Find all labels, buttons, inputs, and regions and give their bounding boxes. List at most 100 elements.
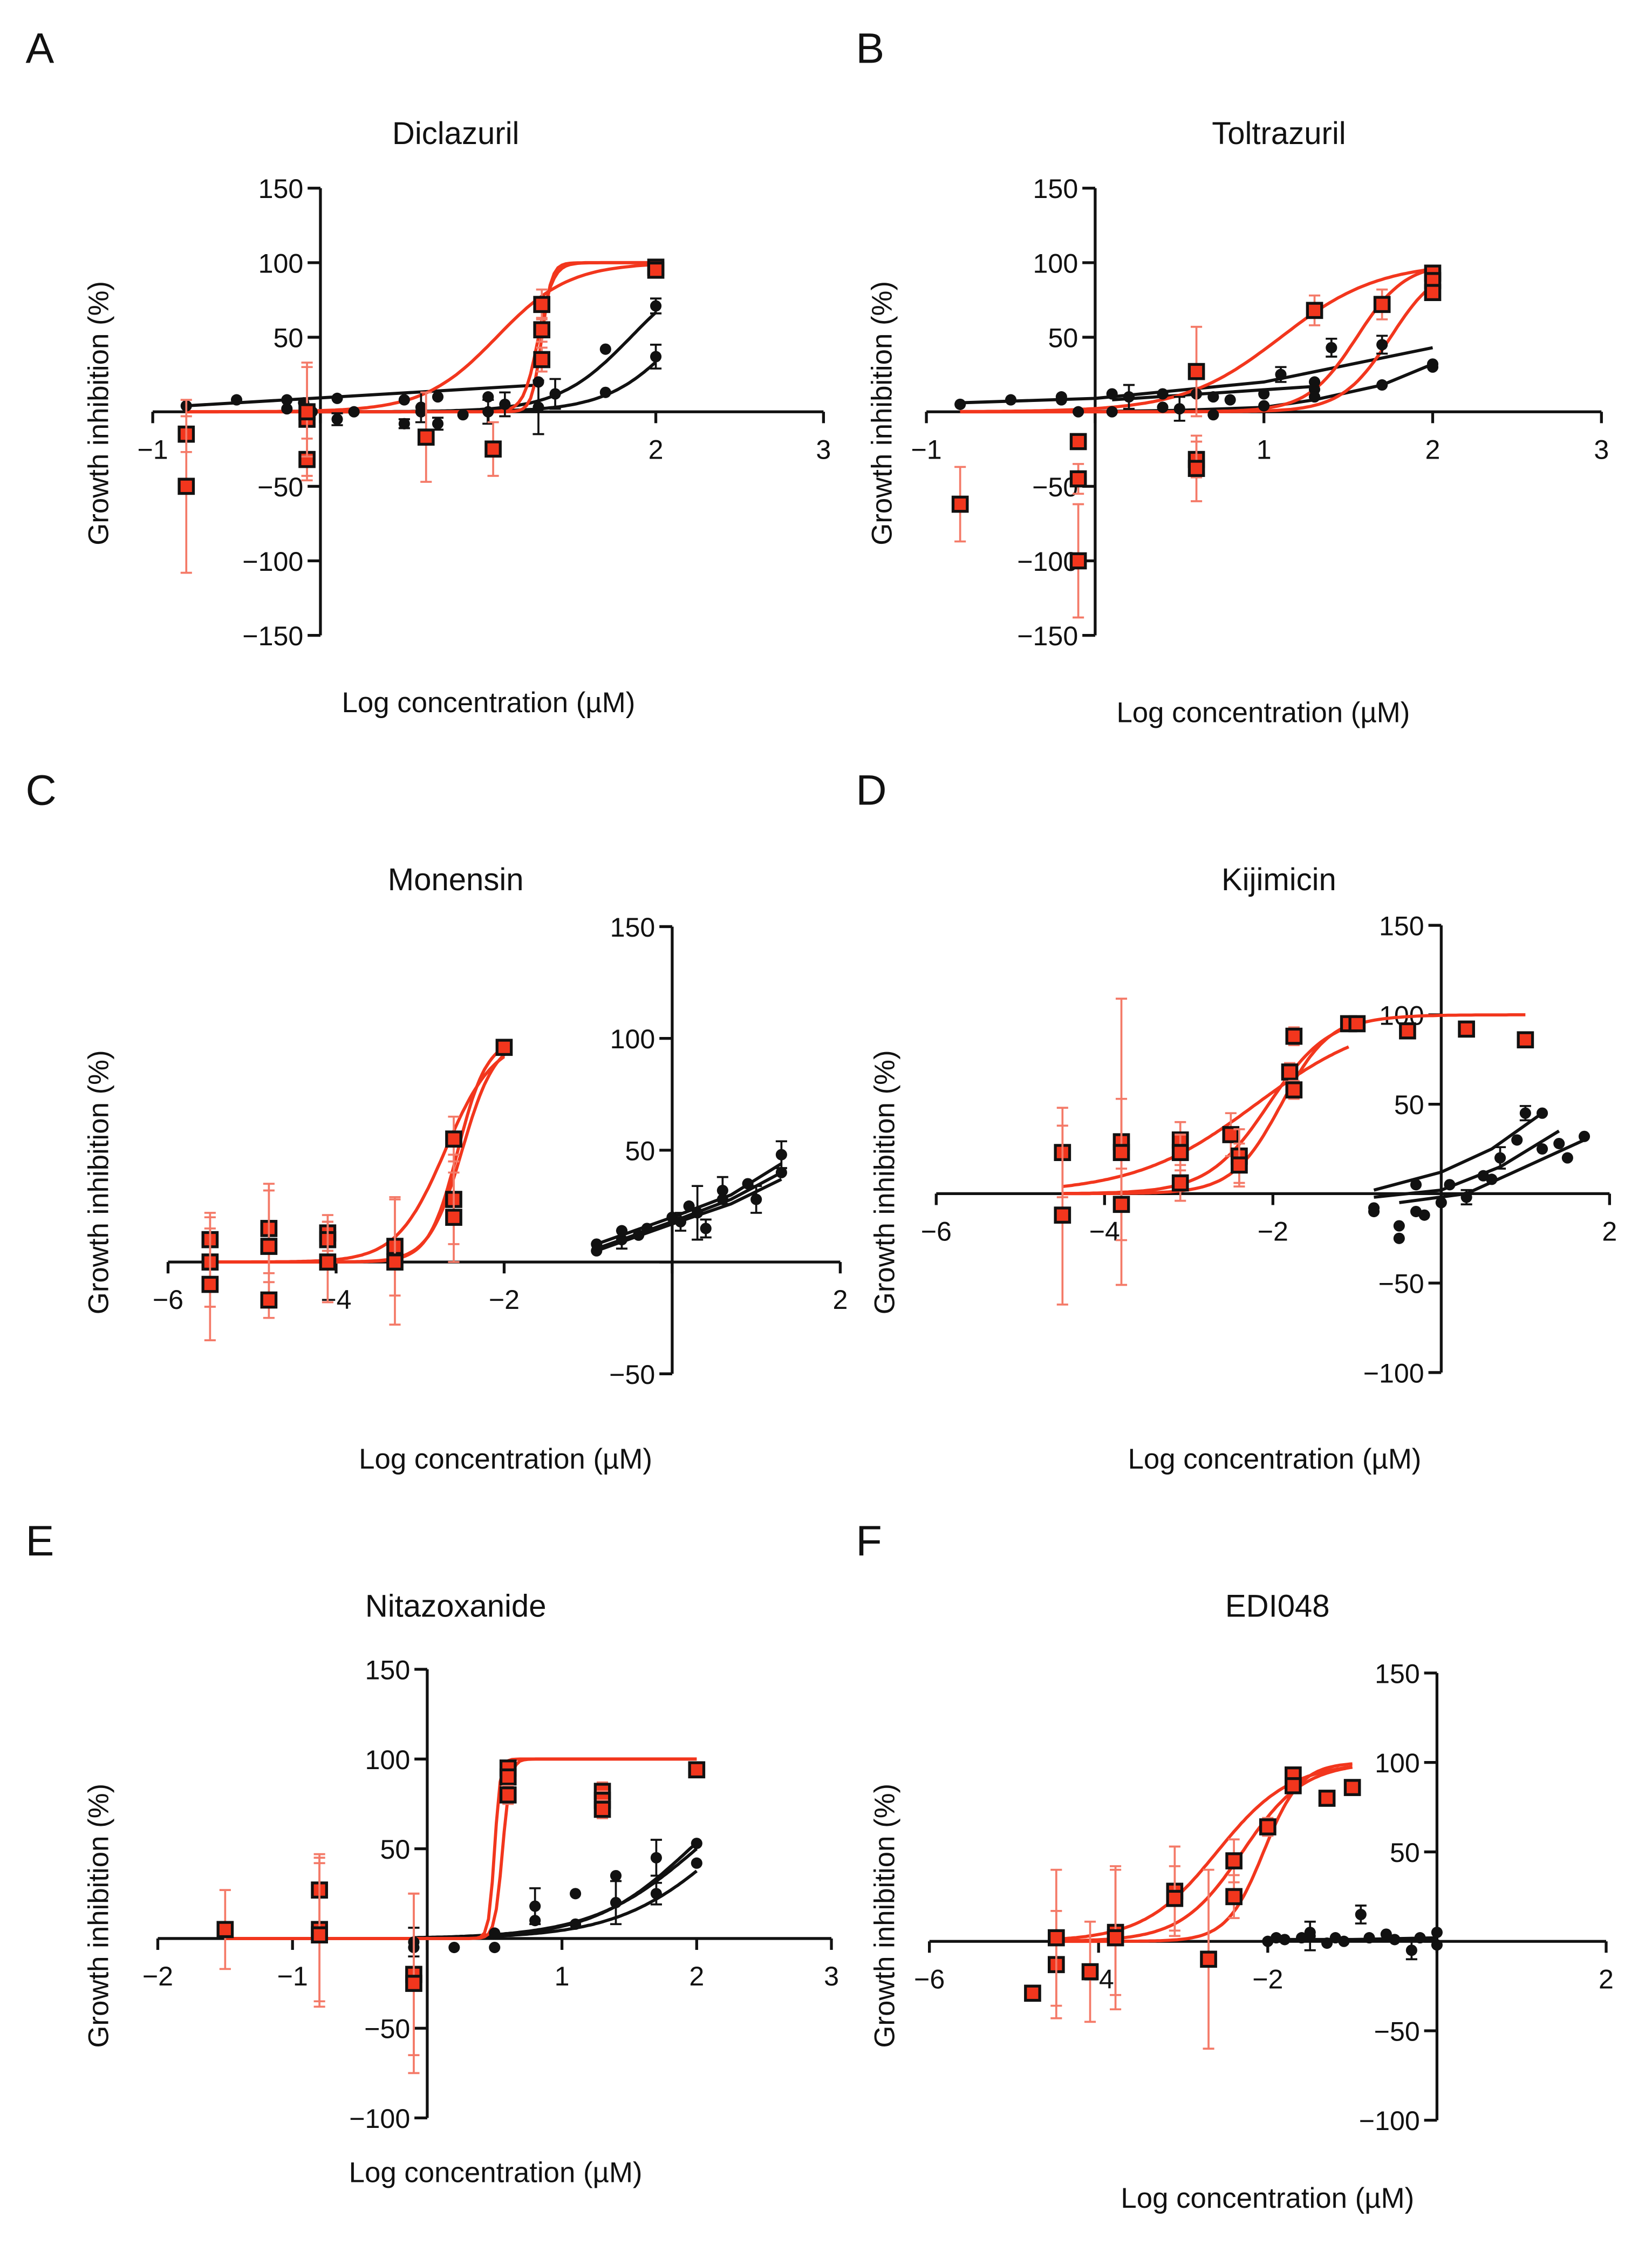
y-axis-label: Growth inhibition (%) — [83, 281, 115, 545]
black-data-point — [1106, 388, 1118, 400]
red-data-point — [260, 1291, 278, 1309]
x-tick-label: −1 — [277, 1961, 308, 1991]
x-tick-label: 2 — [689, 1961, 704, 1991]
black-data-point — [1321, 1937, 1333, 1949]
black-data-point — [432, 418, 444, 429]
red-data-point — [201, 1275, 219, 1293]
red-data-point — [1458, 1020, 1475, 1038]
red-data-point — [405, 1975, 422, 1992]
black-data-point — [666, 1211, 678, 1223]
black-data-point — [716, 1184, 728, 1197]
x-tick-label: −6 — [921, 1216, 952, 1246]
black-data-point — [1553, 1137, 1565, 1150]
panel-a: A Diclazuril Log concentration (µM) Growth … — [26, 24, 831, 719]
black-fit-curve — [960, 346, 1433, 405]
black-data-point — [1431, 1927, 1443, 1939]
black-data-point — [700, 1223, 712, 1234]
black-data-point — [1519, 1107, 1531, 1119]
y-axis-label: Growth inhibition (%) — [866, 281, 898, 545]
black-data-point — [398, 418, 410, 429]
y-tick-label: 150 — [1033, 174, 1078, 204]
y-tick-label: −150 — [1017, 621, 1078, 651]
x-tick-label: −6 — [914, 1964, 945, 1994]
y-tick-label: −100 — [1017, 547, 1078, 577]
red-data-point — [1187, 363, 1205, 380]
x-axis-label: Log concentration (µM) — [1121, 2182, 1414, 2214]
x-tick-label: 3 — [1594, 434, 1609, 465]
x-tick-label: 2 — [1602, 1216, 1617, 1246]
chart-title: Kijimicin — [1221, 862, 1336, 897]
black-data-point — [331, 413, 343, 425]
black-fit-curve — [186, 383, 539, 408]
black-data-point — [1279, 1934, 1291, 1946]
black-data-point — [570, 1918, 582, 1930]
black-data-point — [742, 1178, 754, 1190]
red-data-point — [1171, 1144, 1189, 1161]
x-tick-label: −2 — [1252, 1964, 1283, 1994]
y-tick-label: 100 — [1033, 248, 1078, 278]
red-data-point — [1225, 1888, 1243, 1906]
red-data-point — [1424, 284, 1442, 302]
red-data-point — [1285, 1777, 1302, 1794]
black-data-point — [1578, 1130, 1590, 1142]
red-data-point — [688, 1761, 706, 1779]
y-axis-label: Growth inhibition (%) — [83, 1784, 115, 2048]
y-tick-label: −100 — [242, 547, 303, 577]
black-data-point — [1444, 1179, 1456, 1191]
black-data-point — [489, 1927, 501, 1939]
red-fit-curve — [186, 261, 656, 414]
x-tick-label: −2 — [489, 1285, 520, 1315]
y-tick-label: 150 — [365, 1655, 411, 1685]
red-data-point — [1024, 1984, 1041, 2002]
red-data-point — [445, 1130, 462, 1148]
black-data-point — [616, 1225, 628, 1237]
panel-letter: B — [856, 24, 884, 72]
black-data-point — [457, 409, 469, 421]
x-tick-label: 1 — [555, 1961, 570, 1991]
x-tick-label: 1 — [1257, 434, 1272, 465]
x-tick-label: −1 — [911, 434, 942, 465]
red-data-point — [1231, 1156, 1248, 1174]
y-tick-label: 100 — [365, 1745, 411, 1775]
black-data-point — [281, 394, 293, 406]
x-tick-label: 3 — [824, 1961, 839, 1991]
black-data-point — [1376, 339, 1388, 351]
black-data-point — [1376, 379, 1388, 391]
black-data-point — [650, 351, 662, 363]
black-data-point — [1106, 406, 1118, 418]
black-data-point — [533, 401, 544, 413]
black-data-point — [1275, 368, 1287, 380]
black-data-point — [1157, 401, 1169, 413]
black-data-point — [415, 406, 427, 418]
red-data-point — [1112, 1144, 1130, 1161]
black-data-point — [1258, 400, 1270, 412]
black-fit-curve — [596, 1162, 782, 1246]
x-tick-label: −4 — [320, 1285, 351, 1315]
black-data-point — [398, 394, 410, 406]
black-data-point — [650, 300, 662, 312]
red-data-point — [647, 261, 665, 279]
chart-title: Diclazuril — [392, 116, 520, 151]
red-data-point — [1285, 1081, 1303, 1098]
black-data-point — [1308, 391, 1321, 403]
red-data-point — [1054, 1206, 1071, 1224]
red-data-point — [533, 296, 551, 313]
x-tick-label: 2 — [1425, 434, 1441, 465]
black-data-point — [1418, 1209, 1430, 1221]
red-fit-curve — [1062, 1045, 1349, 1189]
black-data-point — [1005, 394, 1017, 406]
x-axis-label: Log concentration (µM) — [349, 2157, 643, 2188]
y-tick-label: −100 — [1359, 2106, 1420, 2136]
red-data-point — [533, 321, 551, 339]
black-data-point — [1435, 1197, 1447, 1209]
black-data-point — [692, 1207, 704, 1219]
black-data-point — [482, 406, 494, 418]
black-data-point — [750, 1193, 762, 1205]
red-data-point — [1069, 433, 1087, 451]
red-data-point — [1047, 1929, 1065, 1947]
red-fit-curve — [1062, 1021, 1358, 1196]
black-data-point — [775, 1149, 787, 1161]
black-data-point — [1536, 1143, 1548, 1155]
red-data-point — [1373, 296, 1391, 313]
black-data-point — [1511, 1134, 1523, 1146]
